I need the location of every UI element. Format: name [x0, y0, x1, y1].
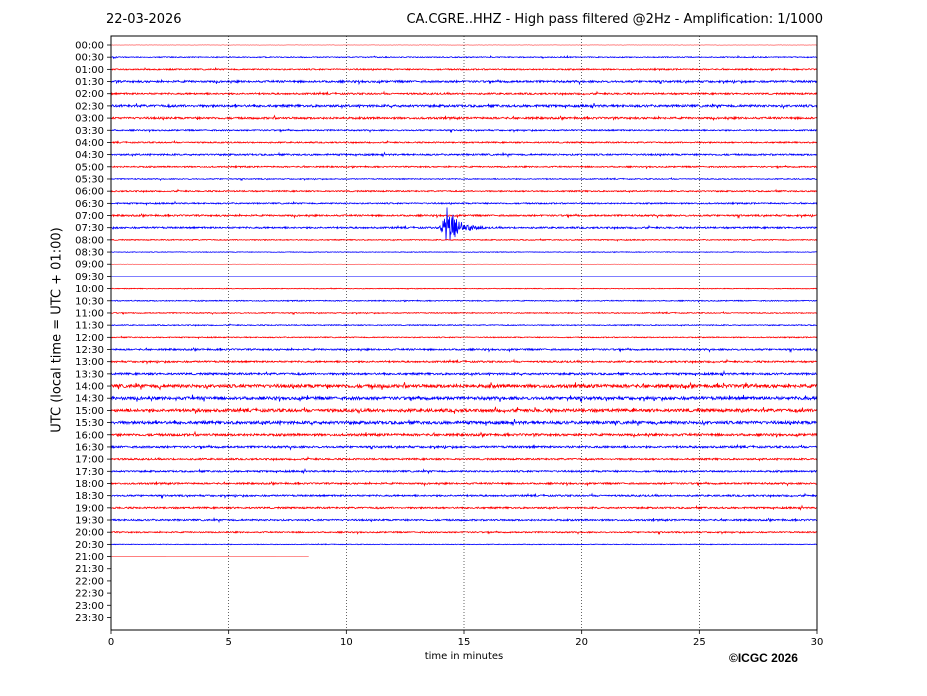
- y-tick-label: 05:30: [75, 174, 104, 185]
- trace-06:00: [110, 188, 818, 194]
- chart-date: 22-03-2026: [106, 12, 182, 27]
- y-tick-label: 04:00: [75, 138, 104, 149]
- y-tick-label: 00:30: [75, 53, 104, 64]
- y-tick-label: 14:00: [75, 382, 104, 393]
- x-tick-label: 10: [340, 637, 353, 648]
- y-tick-label: 14:30: [75, 394, 104, 405]
- vertical-gridlines: [228, 36, 700, 630]
- y-tick-label: 07:30: [75, 223, 104, 234]
- x-tick-label: 5: [225, 637, 231, 648]
- y-tick-label: 15:30: [75, 418, 104, 429]
- y-tick-label: 15:00: [75, 406, 104, 417]
- y-tick-label: 10:00: [75, 284, 104, 295]
- y-tick-label: 04:30: [75, 150, 104, 161]
- y-tick-label: 13:30: [75, 369, 104, 380]
- trace-04:30: [110, 151, 818, 158]
- x-tick-label: 25: [693, 637, 706, 648]
- y-tick-label: 13:00: [75, 357, 104, 368]
- y-tick-label: 17:00: [75, 455, 104, 466]
- y-tick-label: 22:30: [75, 589, 104, 600]
- y-tick-label: 03:30: [75, 126, 104, 137]
- y-tick-label: 02:30: [75, 101, 104, 112]
- y-tick-label: 23:30: [75, 613, 104, 624]
- trace-04:00: [110, 139, 818, 145]
- y-tick-label: 08:30: [75, 248, 104, 259]
- trace-05:00: [110, 164, 818, 170]
- y-tick-label: 06:00: [75, 187, 104, 198]
- y-tick-label: 06:30: [75, 199, 104, 210]
- y-tick-label: 19:30: [75, 516, 104, 527]
- trace-07:30: [110, 207, 817, 241]
- y-tick-label: 11:30: [75, 321, 104, 332]
- y-tick-label: 21:00: [75, 552, 104, 563]
- x-tick-label: 30: [811, 637, 824, 648]
- y-tick-label: 11:00: [75, 308, 104, 319]
- y-tick-label: 12:30: [75, 345, 104, 356]
- copyright-label: ©ICGC 2026: [729, 651, 798, 665]
- y-tick-label: 03:00: [75, 114, 104, 125]
- y-tick-label: 12:00: [75, 333, 104, 344]
- y-tick-label: 07:00: [75, 211, 104, 222]
- x-axis-ticks: 0 5 10 15 20 25 30: [108, 630, 824, 648]
- y-axis-label: UTC (local time = UTC + 01:00): [49, 227, 65, 433]
- y-tick-label: 19:00: [75, 503, 104, 514]
- trace-12:30: [110, 347, 818, 353]
- y-tick-label: 01:00: [75, 65, 104, 76]
- y-tick-label: 09:00: [75, 260, 104, 271]
- y-tick-label: 16:00: [75, 430, 104, 441]
- x-axis-label: time in minutes: [424, 651, 504, 662]
- y-tick-label: 00:00: [75, 41, 104, 52]
- trace-20:00: [110, 530, 818, 536]
- y-tick-label: 05:00: [75, 162, 104, 173]
- y-tick-label: 16:30: [75, 442, 104, 453]
- y-tick-label: 08:00: [75, 235, 104, 246]
- trace-03:00: [110, 114, 818, 122]
- trace-05:30: [110, 177, 818, 182]
- y-tick-label: 20:30: [75, 540, 104, 551]
- y-tick-label: 10:30: [75, 296, 104, 307]
- trace-15:00: [110, 406, 818, 414]
- trace-14:30: [110, 394, 818, 403]
- y-tick-label: 09:30: [75, 272, 104, 283]
- trace-14:00: [110, 381, 818, 391]
- y-tick-label: 18:00: [75, 479, 104, 490]
- y-tick-label: 18:30: [75, 491, 104, 502]
- y-tick-label: 22:00: [75, 576, 104, 587]
- y-tick-label: 20:00: [75, 528, 104, 539]
- x-tick-label: 20: [575, 637, 588, 648]
- x-tick-label: 15: [458, 637, 471, 648]
- chart-title: CA.CGRE..HHZ - High pass filtered @2Hz -…: [406, 12, 823, 27]
- y-tick-label: 17:30: [75, 467, 104, 478]
- y-tick-label: 23:00: [75, 601, 104, 612]
- trace-13:00: [110, 358, 818, 365]
- y-tick-label: 21:30: [75, 564, 104, 575]
- trace-06:30: [110, 200, 818, 207]
- y-tick-label: 02:00: [75, 89, 104, 100]
- y-tick-label: 01:30: [75, 77, 104, 88]
- x-tick-label: 0: [108, 637, 114, 648]
- trace-20:30: [110, 543, 818, 546]
